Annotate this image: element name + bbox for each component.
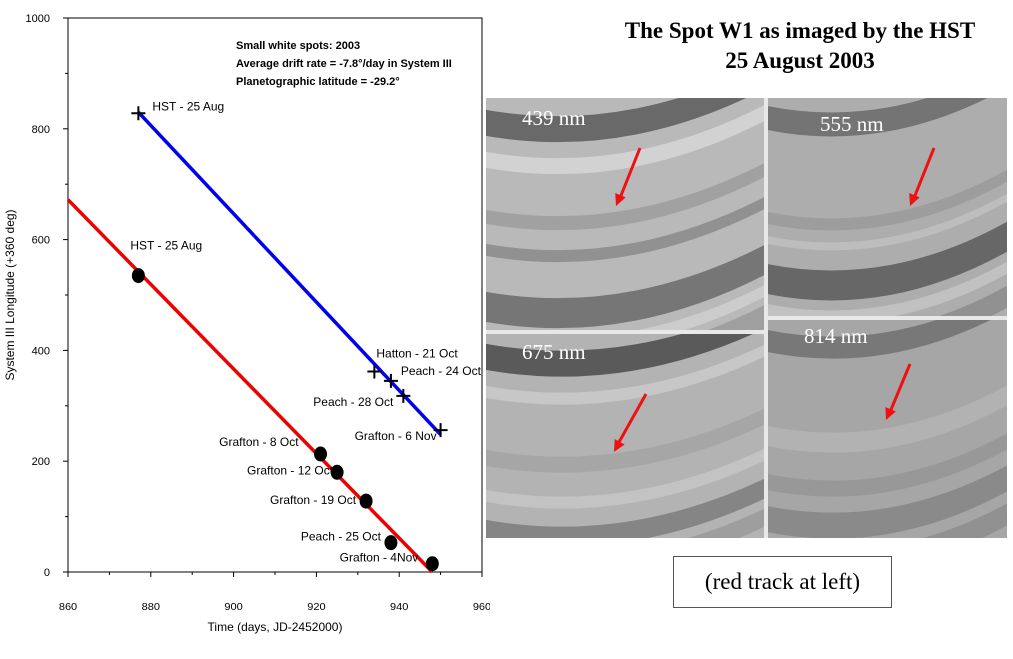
data-point-label: Peach - 24 Oct (401, 364, 482, 378)
red-arrow (888, 363, 912, 413)
cloud-band (768, 385, 1007, 453)
annotation-line: Planetographic latitude = -29.2° (236, 76, 400, 88)
cloud-band (687, 508, 764, 538)
x-tick-label: 900 (224, 601, 242, 613)
cloud-band (939, 285, 1007, 316)
y-tick-label: 400 (32, 345, 50, 357)
cloud-band (768, 320, 991, 359)
data-point-plus (383, 373, 398, 388)
data-point-dot (359, 493, 373, 509)
data-point-label: Peach - 25 Oct (301, 530, 382, 544)
data-point-label: HST - 25 Aug (130, 239, 202, 253)
red-arrow-head (885, 407, 896, 420)
fit-line (66, 198, 434, 574)
y-axis-label: System III Longitude (+360 deg) (3, 209, 17, 380)
y-tick-label: 200 (32, 456, 50, 468)
red-arrow (618, 147, 642, 199)
wavelength-label-555: 555 nm (820, 112, 884, 136)
cloud-band (486, 105, 764, 175)
data-point-dot (425, 556, 439, 572)
red-arrow (616, 393, 648, 445)
data-point-plus (131, 106, 146, 121)
cloud-band (486, 163, 764, 231)
y-tick-label: 0 (44, 567, 50, 579)
cloud-band (768, 433, 1007, 497)
wavelength-label-439: 439 nm (522, 106, 586, 130)
hst-image-439nm: 439 nm (486, 98, 764, 330)
plot-frame (67, 17, 483, 573)
hst-title-line1: The Spot W1 as imaged by the HST (624, 18, 976, 43)
cloud-band (486, 448, 764, 509)
cloud-band (486, 197, 764, 263)
x-tick-label: 960 (473, 601, 490, 613)
cloud-band (486, 98, 746, 143)
hst-image-555nm: 555 nm (768, 98, 1007, 316)
red-arrow (912, 147, 936, 199)
data-point-label: Grafton - 6 Nov (355, 429, 437, 443)
data-point-plus (396, 388, 411, 403)
cloud-band (922, 503, 1007, 538)
cloud-band (486, 408, 764, 473)
cloud-band (486, 344, 764, 405)
data-point-label: Peach - 28 Oct (313, 395, 394, 409)
data-point-label: Grafton - 19 Oct (270, 493, 357, 507)
x-tick-label: 940 (390, 601, 408, 613)
data-point-label: Grafton - 12 Oct (247, 463, 334, 477)
cloud-band (486, 245, 764, 329)
data-point-label: Grafton - 4Nov (340, 551, 419, 565)
x-tick-label: 920 (307, 601, 325, 613)
data-point-label: Grafton - 8 Oct (219, 435, 299, 449)
data-point-dot (384, 535, 398, 551)
hst-image-grid: 439 nm 555 nm 675 nm 814 nm (486, 98, 1007, 538)
data-point-plus (367, 364, 382, 379)
y-tick-label: 600 (32, 235, 50, 247)
cloud-band (486, 334, 753, 377)
data-point-label: HST - 25 Aug (152, 99, 224, 113)
hst-image-814nm: 814 nm (768, 320, 1007, 538)
cloud-band (768, 465, 1007, 538)
cloud-band (708, 305, 764, 330)
x-axis-label: Time (days, JD-2452000) (208, 620, 343, 634)
hst-title-line2: 25 August 2003 (725, 48, 875, 73)
data-point-dot (131, 268, 145, 284)
y-tick-label: 800 (32, 124, 50, 136)
cloud-band (768, 221, 1007, 301)
data-point-dot (314, 446, 328, 462)
annotation-line: Small white spots: 2003 (236, 40, 360, 52)
red-arrow-head (615, 193, 626, 206)
cloud-band (768, 261, 1007, 316)
wavelength-label-675: 675 nm (522, 340, 586, 364)
cloud-band (768, 98, 988, 137)
data-point-dot (330, 464, 344, 480)
wavelength-label-814: 814 nm (804, 324, 868, 348)
y-tick-label: 1000 (26, 13, 50, 25)
annotation-line: Average drift rate = -7.8°/day in System… (236, 58, 452, 70)
red-arrow-head (909, 193, 920, 206)
data-point-plus (433, 423, 448, 438)
drift-chart: 860 880 900 920 940 960 0 200 400 600 800 1000 Time … (3, 13, 490, 634)
fit-line (137, 110, 442, 436)
x-tick-label: 880 (142, 601, 160, 613)
caption-box: (red track at left) (673, 556, 892, 608)
cloud-band (638, 285, 764, 330)
red-arrow-head (614, 439, 625, 452)
hst-image-675nm: 675 nm (486, 334, 764, 538)
hst-panel-title: The Spot W1 as imaged by the HST 25 Augu… (590, 16, 1010, 76)
cloud-band (768, 193, 1007, 251)
cloud-band (486, 478, 764, 538)
cloud-band (768, 169, 1007, 231)
data-point-label: Hatton - 21 Oct (376, 346, 458, 360)
x-tick-label: 860 (59, 601, 77, 613)
